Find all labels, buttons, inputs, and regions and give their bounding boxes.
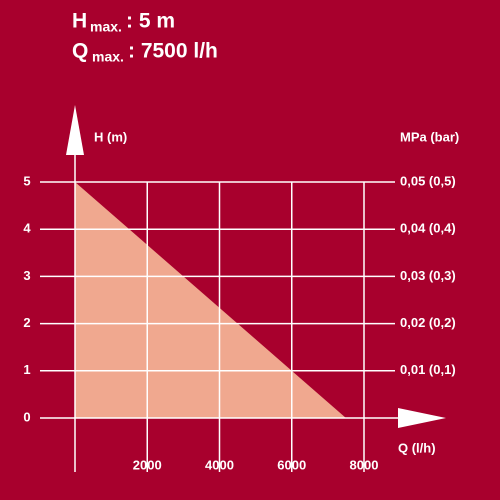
x-axis-arrow bbox=[398, 408, 446, 428]
y2-axis-label: MPa (bar) bbox=[400, 129, 459, 144]
x-axis-label: Q (l/h) bbox=[398, 440, 436, 455]
annotation-text: : 7500 l/h bbox=[128, 40, 218, 63]
area bbox=[75, 182, 346, 418]
y2-tick-label: 0,02 (0,2) bbox=[400, 315, 456, 330]
y2-tick-label: 0,05 (0,5) bbox=[400, 173, 456, 188]
y-tick-label: 2 bbox=[23, 315, 30, 330]
annotation-subscript: max. bbox=[90, 19, 122, 35]
y-tick-label: 3 bbox=[23, 268, 30, 283]
annotation-text: : 5 m bbox=[126, 10, 175, 33]
y-axis-arrow bbox=[66, 105, 84, 155]
y2-tick-label: 0,03 (0,3) bbox=[400, 268, 456, 283]
annotation-symbol: H bbox=[72, 10, 87, 33]
annotation-subscript: max. bbox=[92, 49, 124, 65]
y2-tick-label: 0,04 (0,4) bbox=[400, 221, 456, 236]
annotation-symbol: Q bbox=[72, 40, 88, 63]
y-tick-label: 1 bbox=[23, 362, 30, 377]
y-axis-label: H (m) bbox=[94, 129, 127, 144]
y-tick-label: 4 bbox=[23, 221, 31, 236]
y2-tick-label: 0,01 (0,1) bbox=[400, 362, 456, 377]
y-tick-label: 5 bbox=[23, 173, 30, 188]
y-tick-label: 0 bbox=[23, 409, 30, 424]
